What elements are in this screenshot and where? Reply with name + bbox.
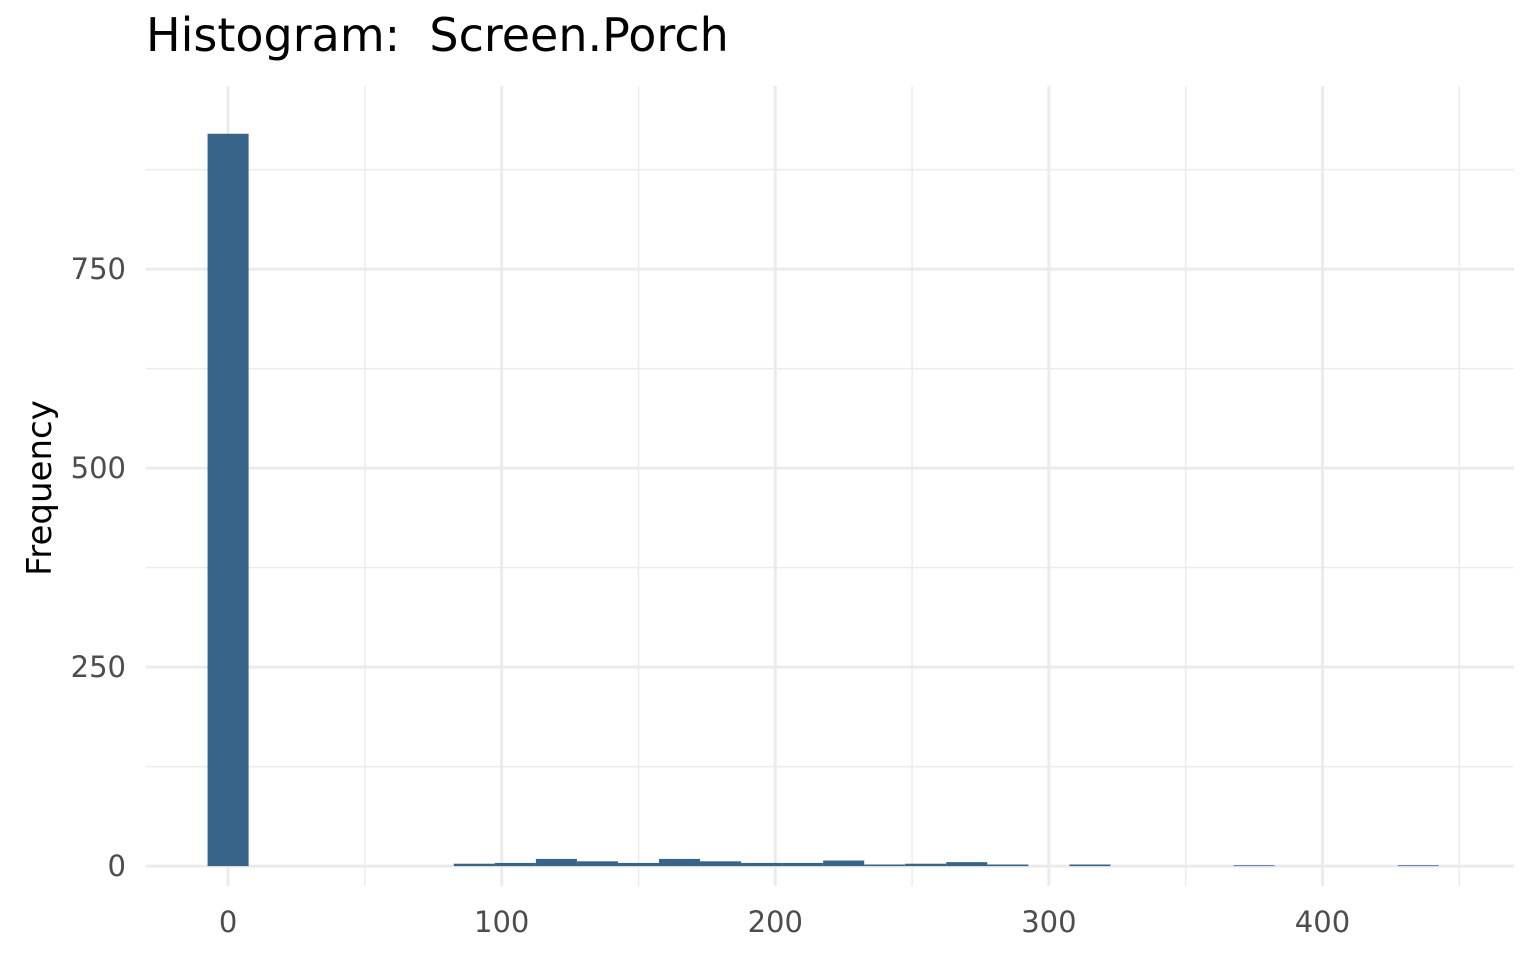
histogram-bar [659,858,701,867]
minor-gridlines [146,86,1514,886]
y-axis-tick-labels: 0 250 500 750 [71,252,126,883]
x-tick-label: 400 [1295,905,1350,939]
histogram-bar [617,862,659,867]
chart-title: Histogram: Screen.Porch [146,8,729,62]
histogram-bar [946,862,988,867]
histogram-bar [905,863,947,867]
histogram-bar [453,863,495,867]
histogram-bar [741,862,783,867]
histogram-bar [535,858,577,867]
histogram-bar [782,862,824,867]
y-tick-label: 250 [71,650,126,684]
x-tick-label: 200 [748,905,803,939]
histogram-bar [987,864,1029,867]
histogram-bar [207,133,249,867]
y-tick-label: 500 [71,451,126,485]
y-tick-label: 0 [108,849,126,883]
major-gridlines [146,86,1514,886]
histogram-bar [576,861,618,867]
x-axis-tick-labels: 0 100 200 300 400 [219,905,1350,939]
x-tick-label: 300 [1021,905,1076,939]
x-tick-label: 100 [474,905,529,939]
x-tick-label: 0 [219,905,237,939]
histogram-bar [1069,864,1111,867]
histogram-bar [700,861,742,867]
histogram-bar [864,864,906,867]
histogram-bars [207,133,1439,867]
y-tick-label: 750 [71,252,126,286]
histogram-bar [823,860,865,867]
histogram-bar [1233,865,1275,867]
histogram-bar [494,862,536,867]
histogram-bar [1397,865,1439,867]
